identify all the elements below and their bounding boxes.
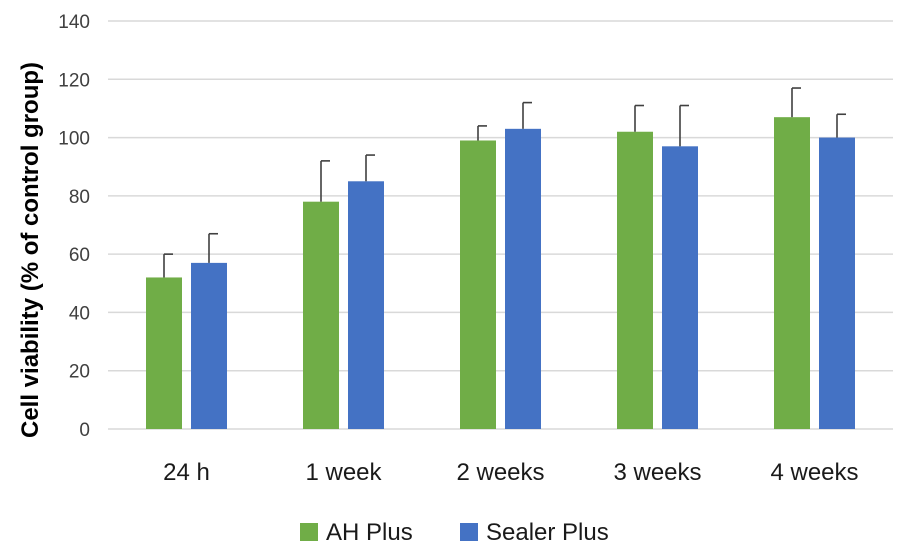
- bar-ah-plus-4: [774, 117, 810, 430]
- bar-ah-plus-2: [460, 140, 496, 429]
- bar-ah-plus-1: [303, 201, 339, 429]
- y-tick-label: 20: [69, 362, 90, 383]
- bar-sealer-plus-1: [348, 181, 384, 429]
- error-bar-ah-plus-0: [163, 253, 173, 278]
- error-bars: [163, 87, 846, 278]
- legend-item-sealer-plus: Sealer Plus: [460, 519, 609, 545]
- x-axis-category-labels: 24 h 1 week 2 weeks 3 weeks 4 weeks: [163, 459, 858, 486]
- x-tick-label: 2 weeks: [456, 459, 544, 486]
- legend-swatch-sealer-plus: [460, 523, 478, 541]
- legend-label-sealer-plus: Sealer Plus: [486, 519, 609, 545]
- error-bar-sealer-plus-2: [522, 101, 532, 129]
- y-tick-label: 80: [69, 187, 90, 208]
- y-axis-tick-labels: 0 20 40 60 80 100 120 140: [58, 12, 90, 441]
- legend-item-ah-plus: AH Plus: [300, 519, 413, 545]
- error-bar-sealer-plus-3: [679, 104, 689, 147]
- y-axis-label: Cell viability (% of control group): [17, 62, 44, 438]
- legend-label-ah-plus: AH Plus: [326, 519, 413, 545]
- bar-sealer-plus-3: [662, 146, 698, 430]
- y-tick-label: 60: [69, 245, 90, 266]
- error-bar-ah-plus-3: [634, 104, 644, 132]
- error-bar-sealer-plus-1: [365, 154, 375, 182]
- y-tick-label: 140: [58, 12, 90, 33]
- x-tick-label: 4 weeks: [770, 459, 858, 486]
- y-gridlines: [108, 20, 893, 430]
- x-tick-label: 24 h: [163, 459, 210, 486]
- y-tick-label: 120: [58, 70, 90, 91]
- error-bar-ah-plus-2: [477, 125, 487, 141]
- bar-sealer-plus-4: [819, 137, 855, 430]
- legend-swatch-ah-plus: [300, 523, 318, 541]
- x-tick-label: 1 week: [305, 459, 382, 486]
- error-bar-sealer-plus-0: [208, 232, 218, 263]
- legend: AH Plus Sealer Plus: [300, 519, 609, 545]
- bars: [146, 117, 855, 430]
- error-bar-ah-plus-4: [791, 87, 801, 118]
- bar-ah-plus-3: [617, 131, 653, 429]
- error-bar-sealer-plus-4: [836, 113, 846, 138]
- x-tick-label: 3 weeks: [613, 459, 701, 486]
- y-tick-label: 100: [58, 129, 90, 150]
- bar-sealer-plus-0: [191, 262, 227, 429]
- bar-ah-plus-0: [146, 277, 182, 429]
- y-tick-label: 0: [79, 420, 90, 441]
- y-tick-label: 40: [69, 303, 90, 324]
- bar-sealer-plus-2: [505, 128, 541, 430]
- error-bar-ah-plus-1: [320, 160, 330, 202]
